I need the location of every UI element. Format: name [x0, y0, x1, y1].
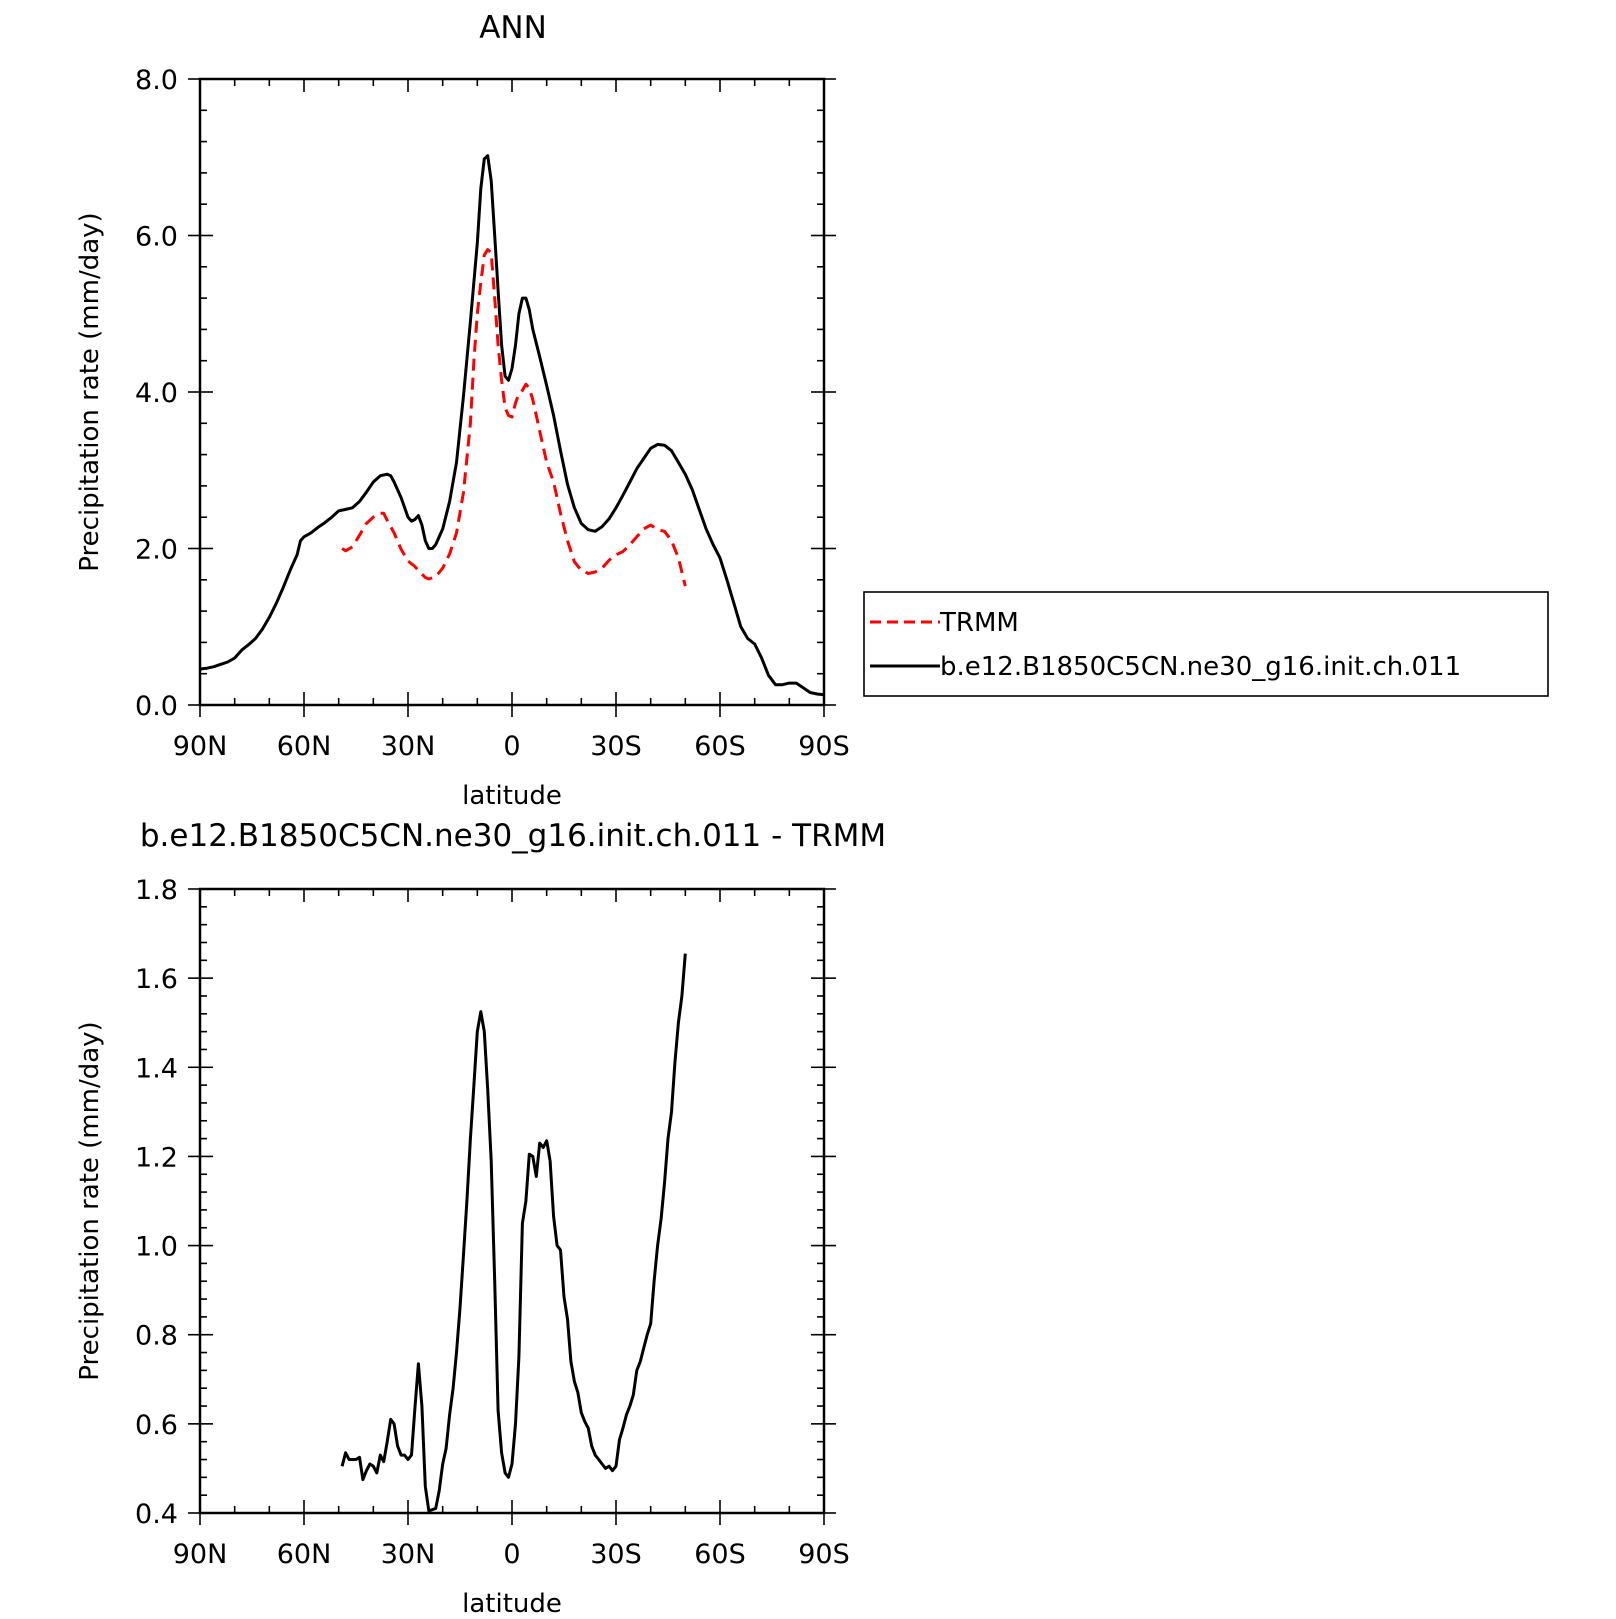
bottom-ytick-label: 1.0 — [135, 1232, 178, 1263]
top-series-line-1 — [199, 154, 825, 697]
top-ytick-label: 4.0 — [135, 378, 178, 409]
bottom-xtick-label: 90S — [798, 1539, 850, 1570]
top-xtick-label: 90N — [173, 731, 228, 762]
top-xtick-label: 0 — [503, 731, 520, 762]
plot-frame-bottom — [198, 887, 826, 1515]
bottom-ytick-label: 1.8 — [135, 875, 178, 906]
top-xtick-label: 30N — [381, 731, 436, 762]
chart-title-bottom: b.e12.B1850C5CN.ne30_g16.init.ch.011 - T… — [140, 818, 886, 854]
bottom-xtick-label: 0 — [503, 1539, 520, 1570]
bottom-ytick-label: 1.6 — [135, 964, 178, 995]
x-axis-label-bottom: latitude — [462, 1589, 562, 1619]
chart-title-top: ANN — [479, 10, 547, 46]
y-tick-labels-bottom: 0.4 0.6 0.8 1.0 1.2 1.4 1.6 1.8 — [135, 875, 178, 1530]
top-ytick-label: 2.0 — [135, 535, 178, 566]
tick-marks-top — [188, 78, 836, 717]
top-xtick-label: 90S — [798, 731, 850, 762]
bottom-xtick-label: 90N — [173, 1539, 228, 1570]
legend-label-trmm: TRMM — [939, 608, 1019, 638]
x-axis-label-top: latitude — [462, 781, 562, 811]
bottom-xtick-label: 60N — [277, 1539, 332, 1570]
chart-top-panel: ANN 0.02.04.06.08.0 90N 60N 30N 0 30S 60S 90S … — [75, 10, 850, 811]
series-lines-top — [199, 154, 825, 697]
legend-frame — [863, 591, 1549, 697]
bottom-ytick-label: 0.4 — [135, 1499, 178, 1530]
chart-bottom-panel: b.e12.B1850C5CN.ne30_g16.init.ch.011 - T… — [75, 818, 886, 1619]
x-tick-labels-bottom: 90N 60N 30N 0 30S 60S 90S — [173, 1539, 850, 1570]
bottom-ytick-label: 0.6 — [135, 1410, 178, 1441]
bottom-series-line-0 — [340, 953, 687, 1513]
y-axis-label-top: Precipitation rate (mm/day) — [75, 212, 105, 571]
bottom-xtick-label: 30S — [590, 1539, 642, 1570]
top-series-line-0 — [341, 248, 687, 587]
x-tick-labels-top: 90N 60N 30N 0 30S 60S 90S — [173, 731, 850, 762]
bottom-ytick-label: 1.4 — [135, 1053, 178, 1084]
legend-label-model: b.e12.B1850C5CN.ne30_g16.init.ch.011 — [940, 652, 1461, 682]
bottom-xtick-label: 30N — [381, 1539, 436, 1570]
tick-marks-bottom — [188, 888, 836, 1525]
bottom-ytick-label: 1.2 — [135, 1142, 178, 1173]
y-tick-labels-top: 0.0 2.0 4.0 6.0 8.0 — [135, 65, 178, 722]
bottom-ytick-label: 0.8 — [135, 1321, 178, 1352]
plot-frame-top — [198, 77, 826, 707]
bottom-xtick-label: 60S — [694, 1539, 746, 1570]
top-ytick-label: 8.0 — [135, 65, 178, 96]
y-axis-label-bottom: Precipitation rate (mm/day) — [75, 1021, 105, 1380]
top-xtick-label: 30S — [590, 731, 642, 762]
series-lines-bottom — [340, 953, 687, 1513]
legend: TRMM b.e12.B1850C5CN.ne30_g16.init.ch.01… — [863, 591, 1549, 697]
top-ytick-label: 6.0 — [135, 222, 178, 253]
top-xtick-label: 60N — [277, 731, 332, 762]
top-ytick-label: 0.0 — [135, 691, 178, 722]
top-xtick-label: 60S — [694, 731, 746, 762]
